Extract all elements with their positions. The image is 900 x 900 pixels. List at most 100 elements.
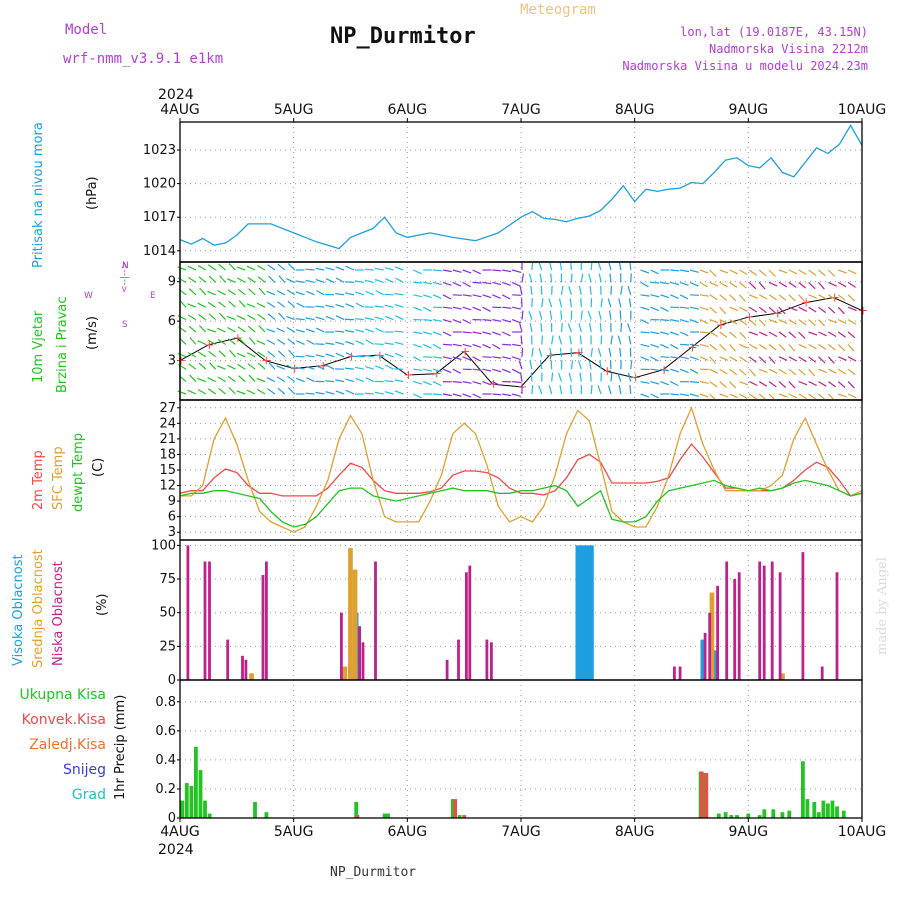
wind-arrow [462,393,472,398]
precipitation-bar [355,815,360,818]
wind-arrow [345,303,355,308]
wind-arrow [286,315,295,321]
wind-arrow [482,368,492,372]
wind-arrow [187,265,197,271]
temperature-ytick-label: 3 [168,525,176,540]
pressure-ylabel: Pritisak na nivou mora [31,122,46,268]
pressure-ytick-label: 1023 [143,143,176,158]
wind-arrow [287,263,296,271]
wind-arrow [627,372,632,382]
wind-arrow [207,388,216,395]
clouds-bar [265,561,268,680]
wind-arrow [394,292,404,296]
temp-ylabel-1: 2m Temp [31,450,46,510]
wind-arrow [209,362,217,370]
wind-arrow [619,347,622,357]
wind-arrow [258,287,266,296]
wind-arrow [758,331,768,337]
wind-arrow [650,269,659,275]
wind-arrow [482,281,492,285]
wind-arrow [442,393,452,397]
wind-arrow [530,285,533,295]
wind-arrow [538,348,543,357]
precipitation-bar [805,799,810,818]
precipitation-bar [812,802,817,818]
wind-arrow [364,279,374,283]
precipitation-panel: 0 0.2 0.4 0.6 0.8 4AUG 5AUG 6AUG 7AUG 8AUG 9AUG 10A… [155,679,887,858]
wind-arrow [365,290,374,296]
wind-arrow [198,276,207,283]
wind-arrow [207,377,216,383]
wind-arrow [237,363,246,370]
clouds-bar [801,552,805,680]
precip-ylabel: 1hr Precip (mm) [113,695,128,800]
wind-arrow [482,381,492,386]
wind-arrow [798,356,807,363]
wind-arrow [394,304,404,308]
wind-arrow [413,368,423,371]
wind-arrow [679,368,689,374]
wind-arrow [650,381,660,385]
precipitation-xtick-label: 7AUG [501,824,541,840]
wind-arrow [670,294,679,299]
wind-arrow [335,292,345,296]
wind-arrow [462,269,472,274]
wind-arrow [778,281,788,288]
wind-arrow [187,389,197,395]
wind-arrow [187,303,197,308]
wind-arrow [226,315,236,321]
wind-arrow [630,360,633,370]
wind-arrow [838,269,847,274]
precipitation-bar [184,783,189,818]
wind-arrow [788,381,796,389]
model-name: wrf-nmm_v3.9.1 e1km [63,51,223,67]
wind-arrow [422,294,432,299]
wind-arrow [462,356,472,361]
wind-arrow [432,356,443,359]
wind-arrow [237,288,246,296]
wind-arrow [442,319,452,323]
wind-arrow [315,365,325,370]
wind-arrow [558,335,563,345]
wind-arrow [374,354,384,358]
wind-speed-point: + [318,359,328,373]
wind-arrow [827,356,835,364]
wind-arrow [394,379,404,383]
wind-arrow [729,306,739,312]
precipitation-xtick-label: 10AUG [838,824,887,840]
wind-arrow [208,350,217,358]
wind-arrow [758,356,767,364]
wind-arrow [788,269,798,275]
wind-arrow [758,306,767,314]
wind-arrow [541,335,543,345]
wind-arrow [365,328,374,333]
wind-arrow [433,269,443,272]
wind-arrow [295,355,305,358]
wind-arrow [423,319,433,322]
clouds-bar [208,561,211,680]
wind-arrow [268,275,276,283]
wind-arrow [208,275,217,283]
wind-speed-point: + [574,346,584,360]
wind-arrow [719,306,727,315]
wind-arrow [315,391,325,395]
wind-arrow [236,266,246,271]
wind-arrow [325,315,335,321]
wind-arrow [502,319,512,323]
wind-arrow [719,281,728,288]
wind-arrow [472,356,481,362]
wind-arrow [278,275,286,283]
wind-arrow [768,393,776,401]
wind-arrow [827,393,836,401]
wind-arrow [837,331,846,338]
wind-arrow [709,306,717,314]
wind-arrow [788,281,797,288]
wind-arrow [551,372,554,382]
wind-arrow [827,269,836,277]
wind-arrow [268,362,276,370]
wind-arrow [560,285,564,295]
wind-arrow [452,368,462,374]
precipitation-bar [207,813,212,818]
pressure-xtick-label: 10AUG [838,102,887,118]
